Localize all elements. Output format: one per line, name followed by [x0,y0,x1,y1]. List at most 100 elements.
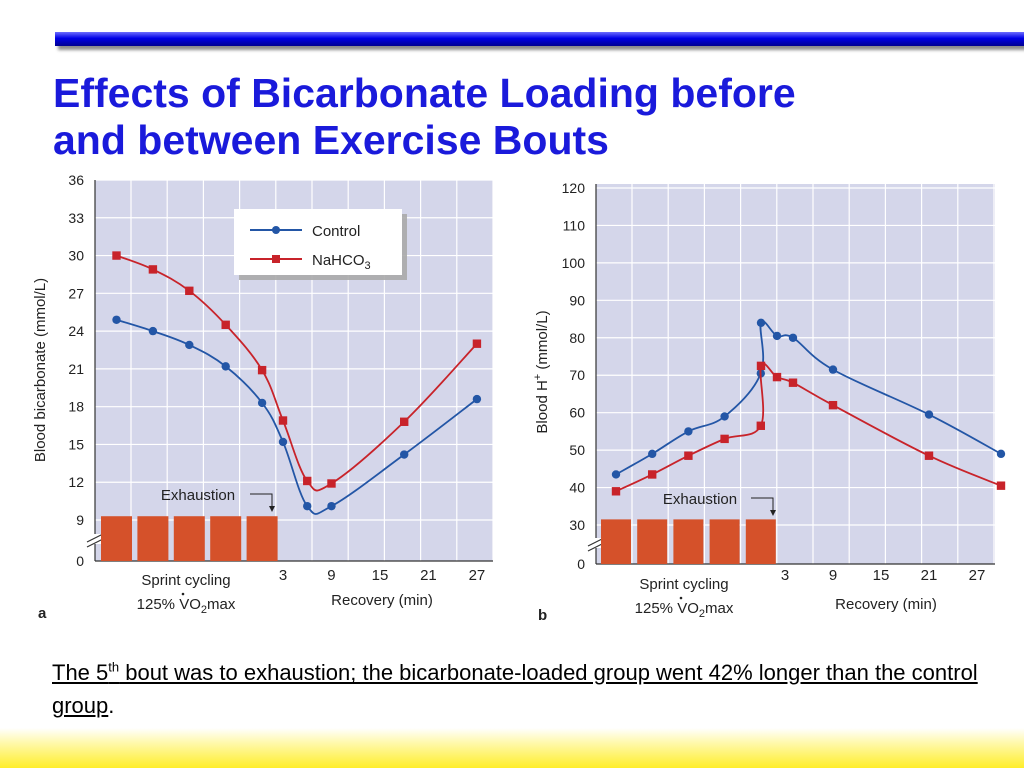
data-point-control [148,326,158,336]
series-b [611,318,1006,496]
data-point-nahco3 [148,265,158,274]
y-tick-label: 40 [569,480,585,496]
title-line-1: Effects of Bicarbonate Loading before [53,70,796,116]
legend-label-nahco3: NaHCO3 [312,252,371,272]
data-point-control [257,398,267,408]
y-tick-label: 80 [569,330,585,346]
sprint-bout-bar [673,519,704,564]
data-point-nahco3 [278,416,288,425]
data-point-nahco3 [828,400,838,410]
sprint-label-line1-a: Sprint cycling [141,572,230,589]
y-tick-label: 110 [563,217,586,233]
series-line-control [116,318,478,515]
x-tick-label: 9 [327,567,335,584]
data-point-nahco3 [221,320,230,330]
y-tick-label: 70 [569,367,585,383]
x-tick-label: 21 [420,567,437,584]
data-point-control [684,427,693,436]
y-tick-labels-b: 0 30 40 50 60 70 80 90 100 110 120 [562,180,586,572]
data-point-control [221,362,230,371]
y-tick-label: 60 [569,405,585,421]
data-point-nahco3 [772,372,782,382]
sprint-bout-bar [210,516,242,561]
y-tick-label: 30 [68,248,84,264]
data-point-nahco3 [756,361,766,371]
data-point-nahco3 [400,417,409,426]
y-tick-label: 90 [569,292,585,308]
exhaustion-arrow-b [751,497,774,511]
y-tick-label: 0 [76,553,84,569]
y-tick-label: 36 [68,172,84,188]
y-tick-label: 27 [68,285,84,301]
sprint-bout-bar [101,516,132,561]
data-point-nahco3 [756,421,765,430]
y-tick-labels-a: 0 9 12 15 18 21 24 27 30 33 36 [68,172,84,569]
data-point-control [756,318,766,327]
y-tick-label: 0 [577,556,585,572]
x-tick-label: 3 [781,567,789,584]
sprint-bout-bar [745,519,776,564]
series-a [112,251,482,515]
y-tick-label: 120 [562,180,586,196]
data-point-nahco3 [257,365,267,375]
legend-marker-control [272,226,280,234]
exhaustion-arrowhead-a [269,506,275,512]
legend-a: Control NaHCO3 [234,209,407,280]
sprint-bout-bar [173,516,205,561]
y-tick-label: 15 [68,436,84,452]
x-tick-label: 3 [279,567,287,584]
data-point-control [772,331,782,341]
data-point-control [648,449,657,459]
title-accent-bar [55,32,1024,46]
data-point-control [278,437,288,447]
data-point-control [828,365,838,374]
x-tick-labels-b: 3 9 15 21 27 [781,567,986,584]
y-axis-label-b: Blood H+ (mmol/L) [532,310,551,433]
data-point-control [611,470,621,479]
panel-label-a: a [38,605,47,622]
y-tick-label: 30 [569,517,585,533]
data-point-control [720,412,729,421]
y-tick-label: 24 [68,323,84,339]
y-tick-label: 33 [68,210,84,226]
panel-label-b: b [538,607,547,624]
sprint-bouts-a [101,516,278,561]
bottom-decorative-band [0,728,1024,768]
sprint-bout-bar [246,516,278,561]
x-axis-label-b: Recovery (min) [835,596,937,613]
data-point-nahco3 [684,451,693,460]
plot-area-b [596,184,995,564]
series-line-nahco3 [116,254,478,492]
caption-period: . [108,693,115,719]
data-point-nahco3 [112,251,121,260]
axis-break-a [86,533,104,548]
data-point-control [400,450,409,459]
y-tick-label: 50 [569,442,585,458]
vo2-dot-b [679,596,683,600]
x-tick-label: 21 [921,567,938,584]
data-point-nahco3 [472,339,482,348]
data-point-nahco3 [327,479,336,488]
data-point-control [303,501,312,511]
y-tick-label: 18 [68,399,84,415]
data-point-nahco3 [648,470,657,479]
data-point-nahco3 [924,451,934,460]
slide-title: Effects of Bicarbonate Loading before an… [53,70,1013,164]
vo2-dot-a [181,592,185,596]
y-tick-label: 12 [68,474,84,490]
x-tick-label: 27 [969,567,986,584]
data-point-nahco3 [611,487,621,496]
legend-marker-nahco3 [272,255,280,263]
sprint-bouts-b [601,519,776,564]
caption-underlined-text: The 5th bout was to exhaustion; the bica… [52,660,978,719]
data-point-control [472,394,482,404]
data-point-control [924,410,934,419]
data-point-control [996,449,1006,459]
data-point-control [185,340,194,350]
data-point-nahco3 [788,378,798,387]
y-tick-label: 9 [76,512,84,528]
x-tick-label: 27 [469,567,486,584]
sprint-bout-bar [637,519,668,564]
